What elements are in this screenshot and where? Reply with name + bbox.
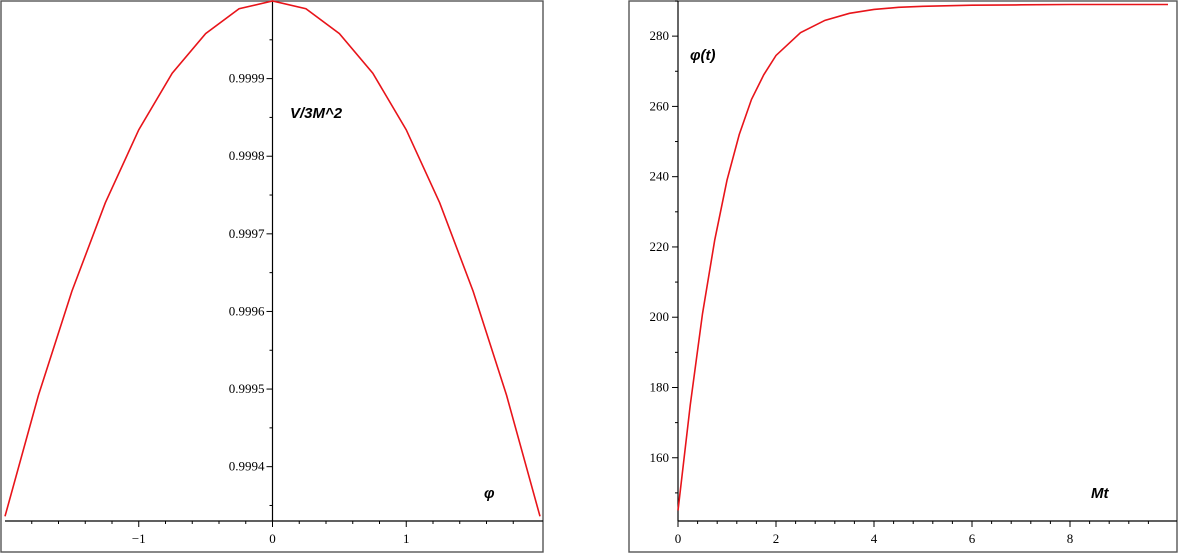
right-y-tick-label: 280: [650, 28, 670, 43]
right-y-tick-label: 260: [650, 98, 670, 113]
right-y-axis-label: φ(t): [690, 47, 716, 64]
left-y-tick-label: 0.9995: [229, 381, 265, 396]
left-y-tick-label: 0.9998: [229, 148, 265, 163]
right-ticks: 0 2 4 6 8 160 180 200 220 240 260 280: [650, 0, 1149, 546]
left-series-line: [4, 0, 541, 517]
left-chart-panel: −1 0 1 0.9994 0.9995 0.9996 0.9997 0.9998 0.9999…: [0, 0, 545, 555]
right-x-tick-label: 8: [1067, 531, 1074, 546]
right-y-tick-label: 240: [650, 169, 670, 184]
left-ticks: −1 0 1 0.9994 0.9995 0.9996 0.9997 0.9998 0.9999: [31, 39, 514, 546]
left-x-axis-label: φ: [484, 485, 495, 502]
left-y-tick-label: 0.9999: [229, 71, 265, 86]
left-x-tick-label: −1: [132, 531, 146, 546]
right-chart: 0 2 4 6 8 160 180 200 220 240 260 280 φ(t) Mt: [628, 0, 1178, 553]
right-axes: [677, 1, 1177, 522]
right-x-tick-label: 0: [675, 531, 682, 546]
right-y-tick-label: 220: [650, 239, 670, 254]
right-chart-panel: 0 2 4 6 8 160 180 200 220 240 260 280 φ(t) Mt: [628, 0, 1179, 555]
right-x-tick-label: 4: [871, 531, 878, 546]
right-plot-frame: [628, 0, 1178, 553]
left-y-tick-label: 0.9997: [229, 226, 265, 241]
left-x-tick-label: 1: [403, 531, 410, 546]
right-y-tick-label: 200: [650, 309, 670, 324]
right-x-axis-label: Mt: [1091, 485, 1109, 502]
left-axes: [5, 1, 543, 522]
right-x-tick-label: 2: [773, 531, 780, 546]
left-chart: −1 0 1 0.9994 0.9995 0.9996 0.9997 0.9998 0.9999…: [0, 0, 544, 553]
right-y-tick-label: 180: [650, 379, 670, 394]
left-y-tick-label: 0.9996: [229, 303, 265, 318]
left-y-axis-label: V/3M^2: [290, 105, 343, 122]
left-x-tick-label: 0: [269, 531, 276, 546]
right-x-tick-label: 6: [969, 531, 976, 546]
left-y-tick-label: 0.9994: [229, 459, 265, 474]
right-y-tick-label: 160: [650, 450, 670, 465]
right-series-line: [677, 3, 1168, 511]
